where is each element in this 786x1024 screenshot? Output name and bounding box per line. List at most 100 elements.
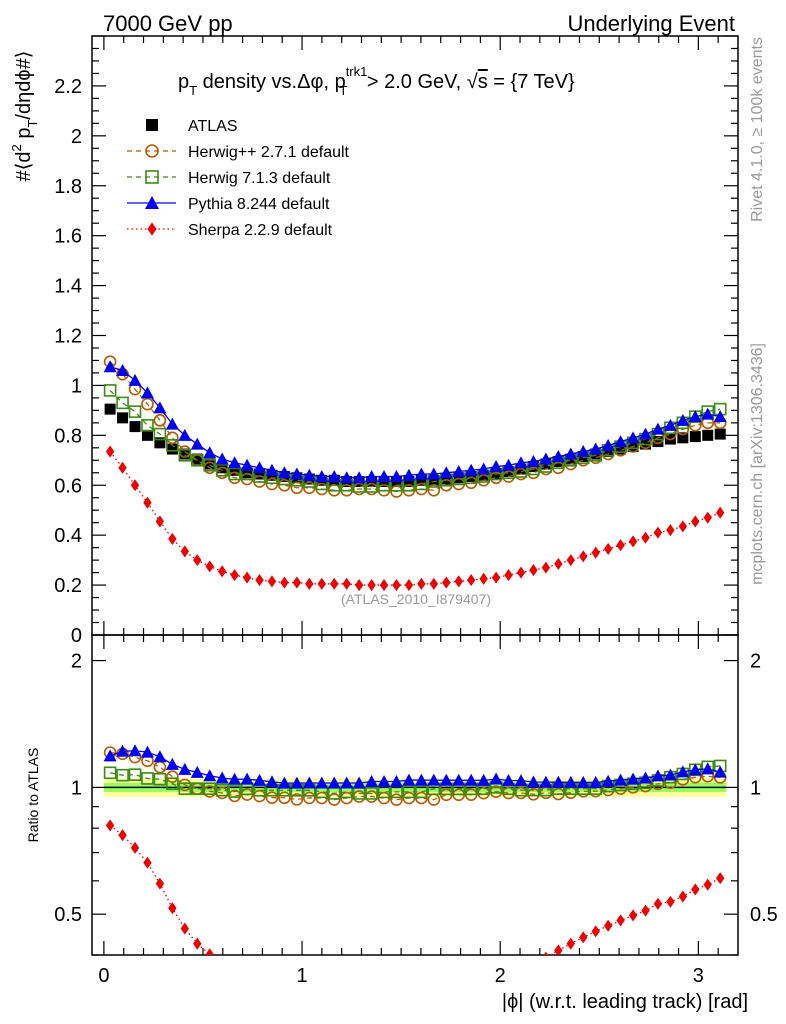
y-tick-label: 1.4: [54, 276, 82, 298]
ratio-point-herwigpp: [390, 793, 403, 806]
ratio-point-herwigpp: [166, 770, 179, 783]
ratio-point-sherpa: [566, 937, 575, 950]
ratio-point-sherpa: [603, 919, 613, 932]
ratio-point-pythia: [315, 776, 329, 789]
header-left: 7000 GeV pp: [103, 11, 233, 36]
y-tick-label: 2.2: [54, 76, 82, 98]
point-atlas: [154, 437, 166, 449]
ratio-point-sherpa: [230, 966, 238, 978]
point-pythia: [377, 470, 391, 483]
point-atlas: [179, 448, 191, 460]
point-sherpa: [479, 572, 488, 585]
ratio-point-sherpa: [380, 987, 388, 999]
ratio-point-sherpa: [678, 890, 688, 903]
point-sherpa: [641, 531, 650, 544]
title-sup-trk1: trk1: [346, 64, 368, 79]
ylabel-sup-2: 2: [9, 144, 24, 151]
ratio-point-pythia: [477, 773, 491, 786]
ratio-point-pythia: [414, 773, 428, 786]
ratio-point-pythia: [526, 775, 540, 788]
ratio-point-sherpa: [703, 878, 712, 891]
point-sherpa: [516, 566, 526, 579]
point-sherpa: [491, 571, 501, 584]
ratio-point-pythia: [240, 772, 254, 785]
point-pythia: [165, 417, 179, 430]
point-pythia: [526, 455, 540, 468]
ratio-point-pythia: [651, 769, 665, 782]
ratio-line-sherpa: [109, 824, 721, 955]
ratio-point-pythia: [215, 771, 229, 784]
point-pythia: [676, 413, 690, 426]
point-sherpa: [442, 576, 451, 589]
y-tick-label: 0.6: [54, 475, 82, 497]
ratio-point-sherpa: [479, 973, 487, 985]
point-sherpa: [653, 526, 663, 539]
title-s: s: [478, 71, 488, 93]
ratio-point-sherpa: [180, 922, 189, 935]
ratio-point-sherpa: [529, 956, 537, 968]
ratio-point-pythia: [514, 774, 528, 787]
ratio-point-herwigpp: [265, 791, 279, 804]
point-pythia: [389, 470, 403, 483]
point-sherpa: [504, 569, 513, 582]
point-pythia: [265, 463, 279, 476]
point-sherpa: [678, 520, 688, 533]
point-pythia: [290, 467, 304, 480]
point-atlas: [166, 443, 178, 455]
y-tick-label: 0.8: [54, 425, 82, 447]
ratio-point-sherpa: [205, 948, 214, 955]
point-sherpa: [180, 545, 189, 558]
ratio-point-herwig7: [415, 785, 428, 799]
point-pythia: [576, 445, 590, 458]
point-pythia: [539, 452, 553, 465]
legend-marker-herwigpp: [145, 144, 159, 158]
ratio-y-axis-label: Ratio to ATLAS: [25, 748, 41, 843]
ratio-point-herwig7: [190, 782, 204, 795]
point-atlas: [602, 446, 614, 458]
point-pythia: [116, 363, 130, 376]
point-pythia: [663, 418, 677, 431]
ratio-point-sherpa: [543, 951, 549, 955]
point-pythia: [626, 431, 640, 444]
ratio-point-pythia: [327, 776, 341, 789]
ratio-point-sherpa: [554, 944, 563, 955]
ratio-tick-label-right: 1: [750, 777, 761, 799]
ratio-point-sherpa: [243, 971, 251, 983]
ratio-point-herwig7: [103, 766, 117, 780]
point-sherpa: [616, 539, 625, 552]
y-tick-label: 1.6: [54, 226, 82, 248]
ratio-point-sherpa: [691, 883, 700, 896]
point-sherpa: [603, 542, 613, 555]
ratio-point-pythia: [178, 762, 192, 775]
point-sherpa: [317, 577, 326, 590]
ratio-point-sherpa: [591, 925, 600, 938]
ratio-point-herwig7: [402, 785, 416, 799]
ratio-point-sherpa: [430, 984, 438, 996]
ratio-point-pythia: [489, 772, 503, 785]
ratio-point-herwig7: [365, 787, 378, 800]
point-pythia: [402, 468, 416, 481]
ratio-tick-label-left: 2: [71, 651, 82, 673]
point-herwigpp: [290, 481, 304, 495]
title-mid: density vs.Δφ,: [197, 71, 334, 93]
ratio-point-sherpa: [168, 902, 177, 915]
legend-marker-pythia: [145, 196, 159, 209]
ratio-point-sherpa: [517, 960, 525, 972]
mcplots-label: mcplots.cern.ch [arXiv:1306.3436]: [749, 343, 766, 585]
point-sherpa: [628, 535, 638, 548]
point-herwig7: [215, 463, 229, 477]
title-sub-T2: T: [339, 83, 347, 98]
ratio-point-sherpa: [716, 872, 725, 885]
y-tick-label: 1: [71, 375, 82, 397]
ratio-point-pythia: [203, 769, 217, 782]
point-pythia: [551, 450, 565, 463]
point-herwigpp: [166, 431, 179, 445]
ratio-point-pythia: [701, 762, 715, 775]
main-series: [103, 355, 727, 592]
ratio-tick-label-right: 2: [750, 651, 761, 673]
ratio-point-herwig7: [215, 783, 229, 797]
point-pythia: [140, 386, 154, 399]
point-herwig7: [141, 419, 154, 432]
point-atlas: [415, 474, 427, 486]
ratio-point-pythia: [302, 776, 316, 789]
